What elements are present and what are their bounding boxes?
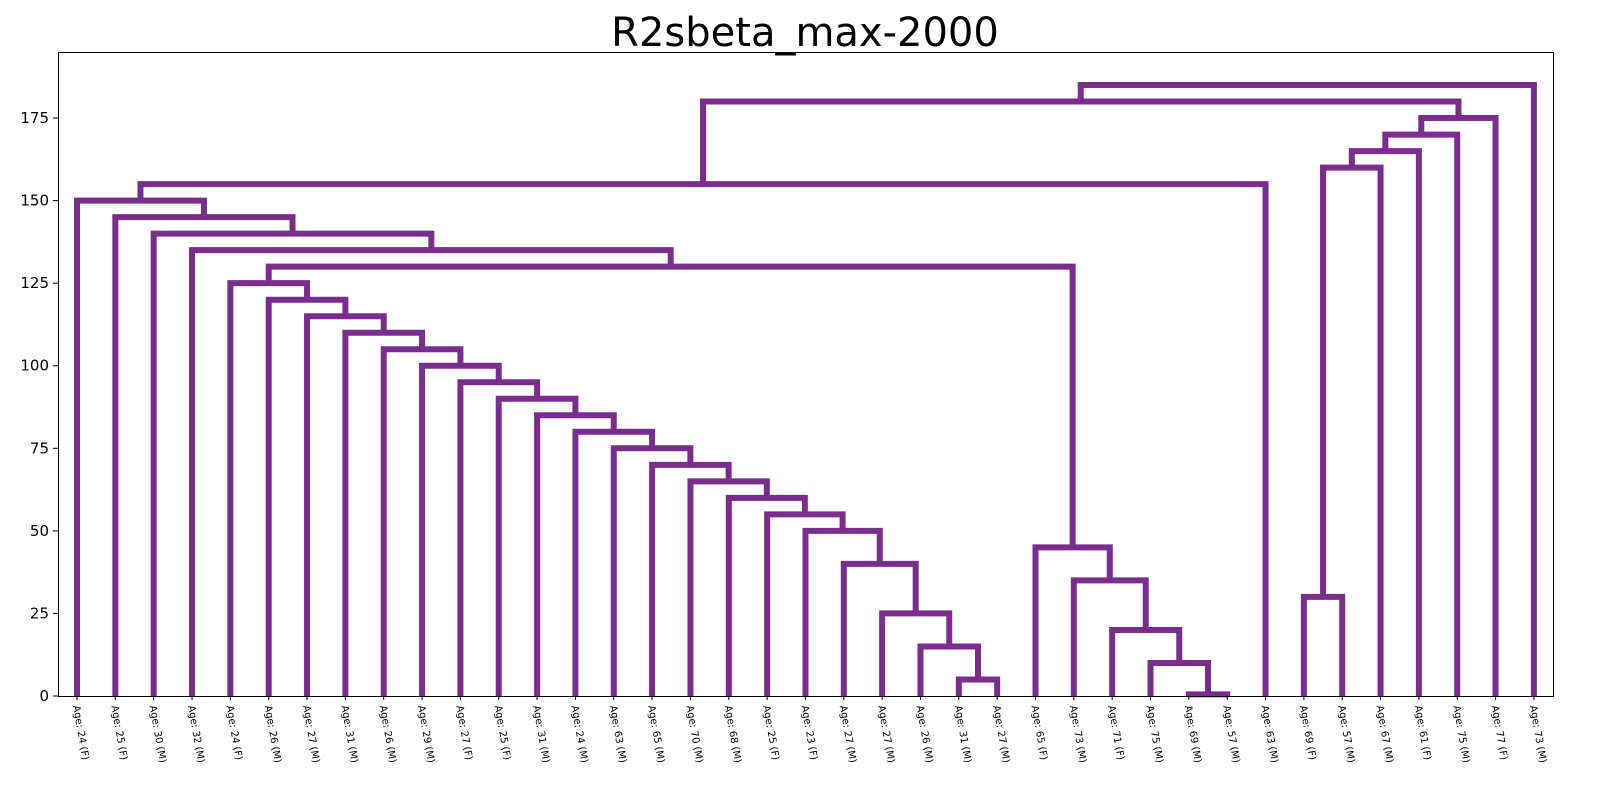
leaf-label: Age: 69 (F) [1297, 705, 1317, 762]
leaf-label: Age: 24 (M) [568, 705, 589, 764]
leaf-label: Age: 26 (M) [377, 705, 398, 764]
dendrogram-link [1077, 82, 1537, 696]
y-tick-label: 125 [20, 274, 49, 292]
leaf-label: Age: 27 (M) [837, 705, 858, 764]
leaf-label: Age: 75 (M) [1144, 705, 1165, 764]
dendrogram-link [150, 230, 435, 696]
leaf-label: Age: 24 (F) [223, 705, 243, 762]
leaf-label: Age: 24 (F) [70, 705, 90, 762]
dendrogram-link [1320, 164, 1384, 696]
dendrogram-link [1109, 626, 1183, 696]
y-tick-label: 150 [20, 192, 49, 210]
leaf-label: Age: 70 (M) [683, 705, 704, 764]
leaf-label: Age: 23 (F) [799, 705, 819, 762]
dendrogram-link [572, 428, 656, 696]
leaf-label: Age: 73 (M) [1527, 705, 1548, 764]
leaf-label: Age: 31 (M) [952, 705, 973, 764]
dendrogram-link [419, 362, 502, 696]
y-tick-label: 75 [30, 439, 49, 457]
leaf-label: Age: 68 (M) [722, 705, 743, 764]
plot-frame [58, 52, 1554, 697]
dendrogram-link [700, 98, 1462, 185]
leaf-label: Age: 27 (M) [990, 705, 1011, 764]
leaf-label: Age: 25 (F) [760, 705, 780, 762]
leaf-label: Age: 67 (M) [1374, 705, 1395, 764]
leaf-label: Age: 63 (M) [1259, 705, 1280, 764]
dendrogram-link [1300, 593, 1346, 696]
leaf-label: Age: 27 (M) [300, 705, 321, 764]
leaf-label: Age: 75 (M) [1450, 705, 1471, 764]
leaf-label: Age: 57 (M) [1220, 705, 1241, 764]
x-axis-leaf-labels: Age: 24 (F) Age: 25 (F) Age: 30 (M) Age: 32… [70, 696, 1548, 764]
dendrogram-link [1348, 148, 1422, 696]
leaf-label: Age: 63 (M) [607, 705, 628, 764]
dendrogram-link [955, 676, 1001, 696]
leaf-label: Age: 65 (M) [645, 705, 666, 764]
leaf-label: Age: 57 (M) [1335, 705, 1356, 764]
leaf-label: Age: 27 (F) [453, 705, 473, 762]
dendrogram-link [764, 511, 846, 696]
leaf-label: Age: 69 (M) [1182, 705, 1203, 764]
leaf-label: Age: 77 (F) [1489, 705, 1509, 762]
dendrogram-link [917, 643, 981, 696]
dendrogram-link [74, 197, 207, 696]
dendrogram-link [189, 247, 674, 696]
leaf-label: Age: 25 (F) [492, 705, 512, 762]
leaf-label: Age: 65 (F) [1029, 705, 1049, 762]
leaf-label: Age: 73 (M) [1067, 705, 1088, 764]
leaf-label: Age: 26 (M) [262, 705, 283, 764]
leaf-label: Age: 61 (F) [1412, 705, 1432, 762]
dendrogram-link [610, 445, 694, 696]
leaf-label: Age: 31 (M) [338, 705, 359, 764]
dendrogram-link [342, 329, 426, 696]
dendrogram-link [265, 263, 1076, 548]
dendrogram-link [649, 461, 732, 696]
dendrogram-link [879, 610, 953, 696]
dendrogram-link [1185, 691, 1231, 698]
chart-title: R2sbeta_max-2000 [611, 10, 999, 56]
dendrogram-link [1032, 544, 1113, 696]
dendrogram-link [380, 346, 464, 696]
leaf-label: Age: 25 (F) [108, 705, 128, 762]
leaf-label: Age: 31 (M) [530, 705, 551, 764]
leaf-label: Age: 27 (M) [875, 705, 896, 764]
dendrogram-link [137, 181, 1269, 696]
y-tick-label: 25 [30, 604, 49, 622]
y-tick-label: 0 [39, 687, 49, 705]
y-axis: 0 25 50 75 100 125 150 175 [20, 109, 58, 705]
dendrogram-link [1147, 659, 1212, 696]
y-tick-label: 100 [20, 357, 49, 375]
leaf-label: Age: 26 (M) [914, 705, 935, 764]
leaf-label: Age: 30 (M) [147, 705, 168, 764]
y-tick-label: 50 [30, 522, 49, 540]
y-tick-label: 175 [20, 109, 49, 127]
dendrogram-links [74, 82, 1537, 698]
dendrogram-link [802, 527, 883, 696]
leaf-label: Age: 32 (M) [185, 705, 206, 764]
leaf-label: Age: 29 (M) [415, 705, 436, 764]
leaf-label: Age: 71 (F) [1105, 705, 1125, 762]
